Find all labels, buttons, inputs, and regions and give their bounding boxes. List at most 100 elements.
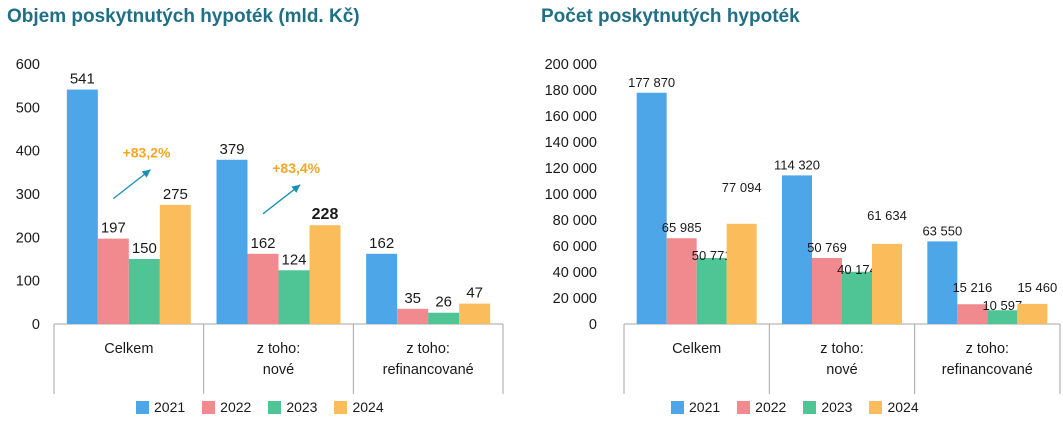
bar-2022-cat1 <box>247 253 279 324</box>
bar-2022-cat0 <box>97 238 129 324</box>
bar-2024-cat2 <box>459 303 491 324</box>
y-tick-label: 20 000 <box>553 291 597 307</box>
legend-item-2022: 2022 <box>737 399 786 415</box>
data-label: 124 <box>281 251 306 268</box>
legend-item-2021: 2021 <box>671 399 720 415</box>
y-tick-label: 100 <box>16 274 40 290</box>
bar-2023-cat0 <box>128 259 160 324</box>
y-tick-label: 200 <box>16 230 40 246</box>
category-label: refinancované <box>942 362 1033 378</box>
legend-label: 2024 <box>887 399 919 415</box>
growth-arrow-head <box>141 169 151 178</box>
bar-2024-cat1 <box>309 225 341 324</box>
legend-item-2023: 2023 <box>803 399 852 415</box>
data-label: 61 634 <box>867 208 907 223</box>
y-tick-label: 160 000 <box>545 109 597 125</box>
data-label: 26 <box>435 294 452 311</box>
data-label: 10 597 <box>982 298 1022 313</box>
data-label: 50 769 <box>807 240 847 255</box>
legend-swatch <box>268 400 282 414</box>
data-label: 40 174 <box>837 262 877 277</box>
y-tick-label: 400 <box>16 144 40 160</box>
bar-2023-cat0 <box>696 257 727 324</box>
legend-label: 2022 <box>220 399 252 415</box>
legend-label: 2023 <box>286 399 318 415</box>
chart-title-objem: Objem poskytnutých hypoték (mld. Kč) <box>7 6 360 27</box>
legend-item-2021: 2021 <box>136 399 185 415</box>
bar-2022-cat0 <box>666 238 697 324</box>
legend-item-2022: 2022 <box>202 399 251 415</box>
category-label: nové <box>826 362 857 378</box>
data-label: 162 <box>250 235 275 252</box>
y-tick-label: 0 <box>589 317 597 333</box>
legend-swatch <box>803 400 817 414</box>
data-label: 15 460 <box>1017 280 1057 295</box>
y-tick-label: 80 000 <box>553 213 597 229</box>
bar-2021-cat0 <box>636 92 667 324</box>
bar-2022-cat2 <box>397 308 429 324</box>
y-tick-label: 140 000 <box>545 135 597 151</box>
bar-2021-cat1 <box>216 159 248 324</box>
y-tick-label: 100 000 <box>545 187 597 203</box>
y-tick-label: 60 000 <box>553 239 597 255</box>
bar-2023-cat1 <box>842 271 872 324</box>
bar-2024-cat2 <box>1017 303 1048 324</box>
legend-pocet: 2021 2022 2023 2024 <box>671 399 936 415</box>
category-label: z toho: <box>257 341 301 357</box>
category-label: nové <box>263 362 294 378</box>
chart-title-pocet: Počet poskytnutých hypoték <box>541 6 800 27</box>
y-tick-label: 300 <box>16 187 40 203</box>
category-label: Celkem <box>672 341 721 357</box>
data-label: 150 <box>132 240 157 257</box>
growth-annotation: +83,4% <box>272 160 320 176</box>
data-label: 47 <box>466 285 483 302</box>
bar-2021-cat0 <box>66 89 98 324</box>
bar-2023-cat1 <box>278 270 310 324</box>
data-label: 228 <box>312 206 339 223</box>
category-label: z toho: <box>820 341 864 357</box>
bar-2023-cat2 <box>428 312 460 324</box>
growth-arrow-head <box>291 184 301 193</box>
bar-2021-cat1 <box>782 175 812 324</box>
bar-2022-cat1 <box>812 258 842 324</box>
bar-2021-cat2 <box>366 253 398 324</box>
y-tick-label: 180 000 <box>545 83 597 99</box>
legend-swatch <box>334 400 348 414</box>
data-label: 50 771 <box>692 248 732 263</box>
legend-swatch <box>737 400 751 414</box>
legend-swatch <box>671 400 684 414</box>
data-label: 114 320 <box>774 157 820 172</box>
data-label: 541 <box>70 71 95 88</box>
data-label: 15 216 <box>952 280 992 295</box>
legend-swatch <box>136 400 149 414</box>
category-label: refinancované <box>383 362 474 378</box>
data-label: 77 094 <box>722 180 762 195</box>
bar-2023-cat2 <box>987 310 1018 324</box>
legend-swatch <box>869 400 883 414</box>
y-tick-label: 0 <box>32 317 40 333</box>
legend-objem: 2021 2022 2023 2024 <box>136 399 401 415</box>
y-tick-label: 120 000 <box>545 161 597 177</box>
data-label: 35 <box>404 290 421 307</box>
bar-2024-cat1 <box>872 243 902 324</box>
bar-2021-cat2 <box>927 241 958 324</box>
y-tick-label: 200 000 <box>545 57 597 73</box>
legend-label: 2022 <box>755 399 787 415</box>
bar-2022-cat2 <box>957 304 988 324</box>
data-label: 65 985 <box>662 220 702 235</box>
legend-label: 2021 <box>154 399 186 415</box>
legend-label: 2024 <box>352 399 384 415</box>
y-tick-label: 40 000 <box>553 265 597 281</box>
growth-annotation: +83,2% <box>123 145 171 161</box>
legend-label: 2021 <box>689 399 721 415</box>
legend-label: 2023 <box>821 399 853 415</box>
data-label: 275 <box>163 186 188 203</box>
y-tick-label: 500 <box>16 100 40 116</box>
data-label: 177 870 <box>628 75 675 90</box>
bar-2024-cat0 <box>159 204 191 324</box>
category-label: z toho: <box>966 341 1010 357</box>
legend-item-2024: 2024 <box>869 399 919 415</box>
data-label: 197 <box>101 220 126 237</box>
data-label: 379 <box>219 141 244 158</box>
chart-objem-plot: 0 100 200 300 400 500 600 541 197 150 275 Celkem 379… <box>16 57 504 394</box>
